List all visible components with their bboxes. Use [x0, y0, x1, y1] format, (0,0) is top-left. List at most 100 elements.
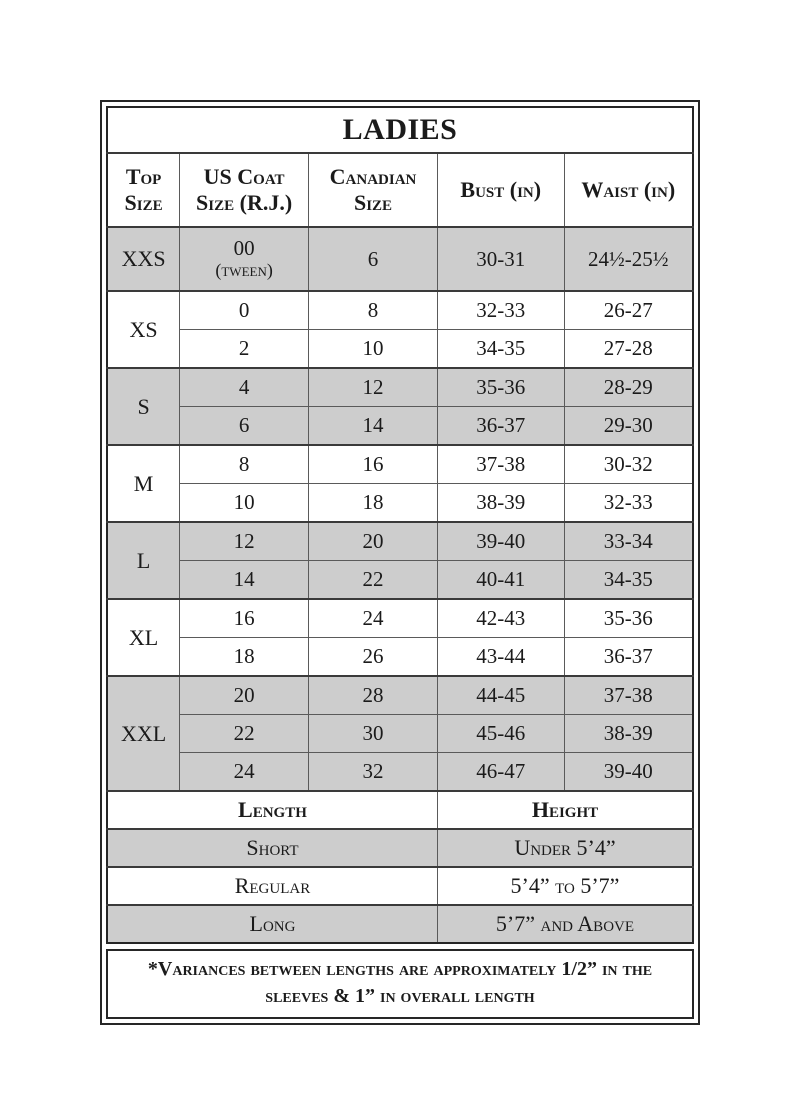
length-height-row: Long 5’7” and Above [106, 904, 694, 944]
length-cell: Long [106, 904, 438, 944]
canadian-size-cell: 8 [308, 290, 438, 330]
us-coat-cell: 12 [179, 521, 310, 561]
table-row: L 12 20 39-40 33-34 [106, 521, 694, 600]
table-row: XXL 20 28 44-45 37-38 [106, 675, 694, 792]
height-cell: Under 5’4” [436, 828, 694, 868]
waist-cell: 36-37 [563, 637, 694, 677]
length-cell: Short [106, 828, 438, 868]
us-coat-cell: 10 [179, 483, 310, 523]
table-row: XXS 00 (tween) 6 30-31 24½-25½ [106, 226, 694, 292]
size-label-cell: XL [106, 598, 181, 677]
table-row: XL 16 24 42-43 35-36 [106, 598, 694, 677]
canadian-size-cell: 24 [308, 598, 438, 638]
us-coat-cell: 16 [179, 598, 310, 638]
canadian-size-cell: 16 [308, 444, 438, 484]
us-coat-cell: 00 (tween) [179, 226, 310, 292]
size-label-cell: L [106, 521, 181, 600]
us-coat-note: (tween) [215, 260, 273, 281]
table-row: 22 30 45-46 38-39 [107, 714, 694, 753]
canadian-size-cell: 6 [308, 226, 438, 292]
table-row: 6 14 36-37 29-30 [107, 406, 694, 446]
waist-cell: 27-28 [563, 329, 694, 369]
length-cell: Regular [106, 866, 438, 906]
header-waist: Waist (in) [563, 152, 694, 228]
waist-cell: 26-27 [563, 290, 694, 330]
canadian-size-cell: 18 [308, 483, 438, 523]
size-label-cell: XXS [106, 226, 181, 292]
bust-cell: 37-38 [436, 444, 565, 484]
canadian-size-cell: 22 [308, 560, 438, 600]
size-label-cell: S [106, 367, 181, 446]
bust-cell: 45-46 [436, 714, 565, 753]
bust-cell: 34-35 [436, 329, 565, 369]
bust-cell: 43-44 [436, 637, 565, 677]
waist-cell: 33-34 [563, 521, 694, 561]
bust-cell: 40-41 [436, 560, 565, 600]
table-row: XS 0 8 32-33 26-27 [106, 290, 694, 369]
table-row: 10 18 38-39 32-33 [107, 483, 694, 523]
header-bust: Bust (in) [436, 152, 565, 228]
bust-cell: 38-39 [436, 483, 565, 523]
column-header-row: Top Size US Coat Size (R.J.) Canadian Si… [106, 152, 694, 228]
chart-title: LADIES [106, 106, 694, 154]
table-row: 2 10 34-35 27-28 [107, 329, 694, 369]
length-height-row: Regular 5’4” to 5’7” [106, 866, 694, 906]
canadian-size-cell: 12 [308, 367, 438, 407]
us-coat-cell: 22 [179, 714, 310, 753]
size-label-cell: XS [106, 290, 181, 369]
table-row: M 8 16 37-38 30-32 [106, 444, 694, 523]
header-length: Length [106, 790, 438, 830]
table-row: 24 32 46-47 39-40 [107, 752, 694, 792]
bust-cell: 46-47 [436, 752, 565, 792]
header-us-coat-size: US Coat Size (R.J.) [179, 152, 310, 228]
us-coat-cell: 18 [179, 637, 310, 677]
us-coat-cell: 2 [179, 329, 310, 369]
waist-cell: 38-39 [563, 714, 694, 753]
waist-cell: 30-32 [563, 444, 694, 484]
waist-cell: 32-33 [563, 483, 694, 523]
table-row: S 4 12 35-36 28-29 [106, 367, 694, 446]
table-row: 14 22 40-41 34-35 [107, 560, 694, 600]
us-coat-cell: 14 [179, 560, 310, 600]
bust-cell: 44-45 [436, 675, 565, 715]
title-row: LADIES [106, 106, 694, 154]
us-coat-cell: 24 [179, 752, 310, 792]
bust-cell: 30-31 [436, 226, 565, 292]
waist-cell: 24½-25½ [563, 226, 694, 292]
waist-cell: 37-38 [563, 675, 694, 715]
size-label-cell: M [106, 444, 181, 523]
waist-cell: 34-35 [563, 560, 694, 600]
canadian-size-cell: 26 [308, 637, 438, 677]
length-height-header-row: Length Height [106, 790, 694, 830]
footnote-text: *Variances between lengths are approxima… [147, 958, 653, 1007]
waist-cell: 39-40 [563, 752, 694, 792]
canadian-size-cell: 30 [308, 714, 438, 753]
variance-footnote-box: *Variances between lengths are approxima… [106, 949, 694, 1019]
us-coat-value: 00 [233, 236, 255, 260]
waist-cell: 35-36 [563, 598, 694, 638]
size-chart-container: LADIES Top Size US Coat Size (R.J.) Cana… [100, 100, 700, 1025]
us-coat-cell: 20 [179, 675, 310, 715]
bust-cell: 32-33 [436, 290, 565, 330]
canadian-size-cell: 20 [308, 521, 438, 561]
ladies-size-table: LADIES Top Size US Coat Size (R.J.) Cana… [106, 106, 694, 944]
us-coat-cell: 0 [179, 290, 310, 330]
header-height: Height [436, 790, 694, 830]
us-coat-cell: 6 [179, 406, 310, 446]
header-canadian-size: Canadian Size [308, 152, 438, 228]
canadian-size-cell: 14 [308, 406, 438, 446]
us-coat-cell: 8 [179, 444, 310, 484]
header-top-size: Top Size [106, 152, 181, 228]
canadian-size-cell: 32 [308, 752, 438, 792]
bust-cell: 42-43 [436, 598, 565, 638]
length-height-row: Short Under 5’4” [106, 828, 694, 868]
height-cell: 5’7” and Above [436, 904, 694, 944]
table-row: 18 26 43-44 36-37 [107, 637, 694, 677]
us-coat-cell: 4 [179, 367, 310, 407]
canadian-size-cell: 10 [308, 329, 438, 369]
waist-cell: 29-30 [563, 406, 694, 446]
bust-cell: 35-36 [436, 367, 565, 407]
bust-cell: 36-37 [436, 406, 565, 446]
height-cell: 5’4” to 5’7” [436, 866, 694, 906]
canadian-size-cell: 28 [308, 675, 438, 715]
